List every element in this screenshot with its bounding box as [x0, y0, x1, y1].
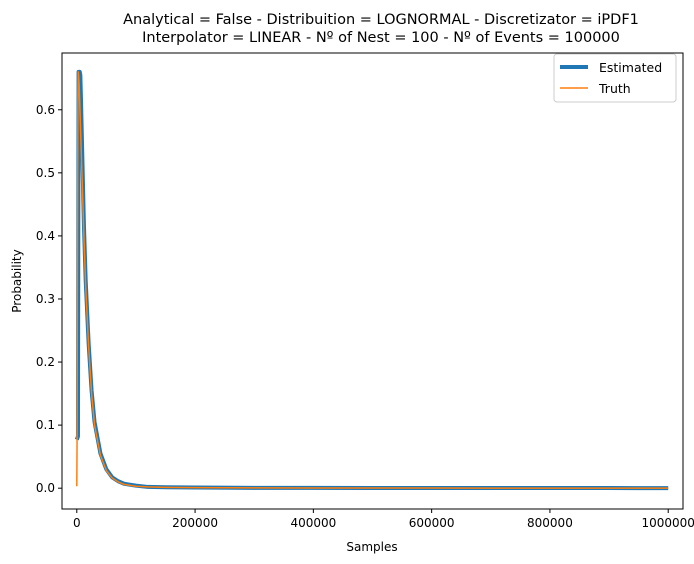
x-tick-label: 200000 [172, 516, 218, 530]
y-tick-label: 0.6 [36, 103, 55, 117]
y-tick-label: 0.4 [36, 229, 55, 243]
x-tick-label: 400000 [290, 516, 336, 530]
x-tick-label: 1000000 [641, 516, 694, 530]
y-tick-label: 0.3 [36, 292, 55, 306]
x-tick-label: 0 [73, 516, 81, 530]
y-tick-label: 0.1 [36, 418, 55, 432]
series-line-estimated [74, 69, 669, 491]
title-line-2: Interpolator = LINEAR - Nº of Nest = 100… [142, 30, 620, 46]
x-axis: 0 200000 400000 600000 800000 1000000 [73, 509, 694, 530]
plot-frame [61, 52, 684, 510]
y-axis: 0.0 0.1 0.2 0.3 0.4 0.5 0.6 [36, 103, 62, 495]
plot-area [74, 69, 669, 491]
y-tick-label: 0.5 [36, 166, 55, 180]
x-tick-label: 600000 [409, 516, 455, 530]
legend: Estimated Truth [553, 53, 677, 103]
legend-label-estimated: Estimated [599, 60, 662, 75]
x-tick-label: 800000 [527, 516, 573, 530]
title-line-1: Analytical = False - Distribuition = LOG… [123, 12, 639, 28]
y-axis-label: Probability [10, 249, 24, 312]
legend-label-truth: Truth [598, 81, 631, 96]
x-axis-label: Samples [346, 540, 397, 554]
y-tick-label: 0.2 [36, 355, 55, 369]
chart-title: Analytical = False - Distribuition = LOG… [123, 12, 639, 46]
y-tick-label: 0.0 [36, 481, 55, 495]
series-line-truth [76, 71, 669, 489]
